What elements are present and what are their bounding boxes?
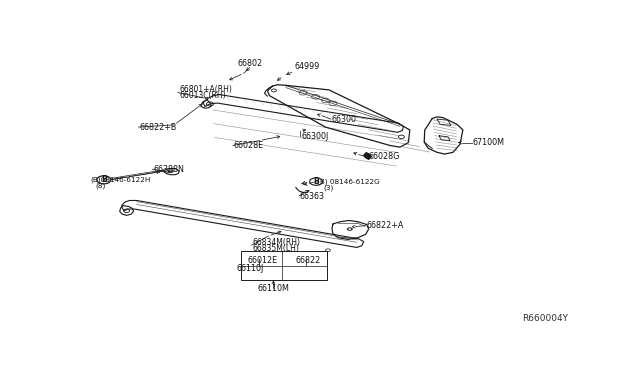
Text: 66012E: 66012E [248,256,278,264]
Text: B: B [101,175,107,185]
Text: 66802: 66802 [237,58,262,68]
Text: 66013C(RH): 66013C(RH) [179,91,226,100]
Text: 66834M(RH): 66834M(RH) [253,238,301,247]
Text: 66801+A(RH): 66801+A(RH) [179,84,232,93]
Text: 66110M: 66110M [257,284,289,293]
Text: 66835M(LH): 66835M(LH) [253,244,300,253]
Circle shape [168,170,173,173]
Circle shape [169,170,172,172]
Text: 66822: 66822 [296,256,321,264]
Circle shape [348,228,351,230]
Text: 66110J: 66110J [237,264,264,273]
Text: 66822+B: 66822+B [140,123,177,132]
Text: 66388N: 66388N [154,165,184,174]
Bar [241,251,327,280]
Text: 67100M: 67100M [473,138,505,147]
Text: 66028E: 66028E [234,141,264,150]
Circle shape [347,227,353,231]
Text: (8): (8) [96,182,106,189]
Text: 66300J: 66300J [301,132,328,141]
Text: 66363: 66363 [300,192,324,201]
Text: B: B [313,177,319,186]
Text: 66300: 66300 [332,115,357,124]
Text: (B) 08146-6122G: (B) 08146-6122G [317,178,380,185]
Text: R660004Y: R660004Y [522,314,568,323]
Text: 64999: 64999 [294,62,319,71]
Text: (3): (3) [323,184,333,190]
Text: 66028G: 66028G [369,153,400,161]
Text: (B)08146-6122H: (B)08146-6122H [90,177,150,183]
Text: 66822+A: 66822+A [367,221,404,230]
